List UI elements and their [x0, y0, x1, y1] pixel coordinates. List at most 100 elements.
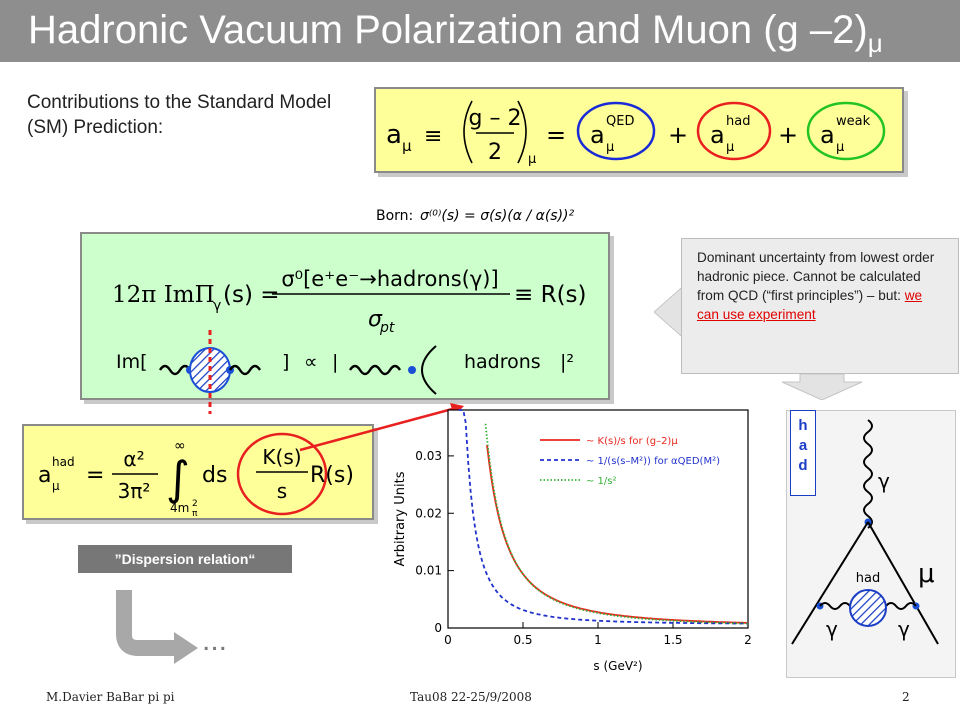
gamma-top: γ: [878, 469, 890, 493]
int-lower-sub: π: [192, 509, 198, 519]
disp-r: R(s): [310, 463, 354, 488]
photon-mid-line: [348, 364, 402, 376]
disp-frac-den: 3π²: [118, 479, 151, 503]
abs-bar: |: [332, 351, 338, 373]
had-vertical-label: h a d: [790, 410, 816, 496]
ellipsis: ...: [202, 624, 228, 657]
weak-a: a: [820, 121, 835, 149]
legend-label: ~ 1/s²: [586, 476, 617, 487]
qed-circle: [576, 101, 656, 161]
disp-lhs: a: [38, 463, 51, 488]
dispersion-relation-label: ”Dispersion relation“: [78, 545, 292, 573]
series-line: [458, 409, 748, 625]
sm-frac-den: 2: [488, 140, 502, 165]
chart-xlabel: s (GeV²): [593, 659, 642, 673]
optical-den-sub: pt: [379, 320, 395, 336]
slide-title: Hadronic Vacuum Polarization and Muon (g…: [28, 8, 883, 58]
x-tick-label: 0: [444, 633, 452, 647]
chart-lines: [458, 409, 749, 625]
down-arrow-icon: [781, 374, 863, 400]
born-expression: σ⁽⁰⁾(s) = σ(s)(α / α(s))²: [420, 208, 575, 224]
title-bar: Hadronic Vacuum Polarization and Muon (g…: [0, 0, 960, 62]
chart-ylabel: Arbitrary Units: [393, 471, 408, 566]
disp-frac-num: α²: [123, 447, 144, 471]
curved-arrow-icon: [116, 590, 198, 664]
integral-sign: ∫: [166, 451, 190, 505]
had-sub: μ: [726, 140, 734, 155]
optical-num: σ⁰[e⁺e⁻→hadrons(γ)]: [281, 267, 498, 291]
sm-equiv: ≡: [424, 124, 442, 149]
dispersion-equation: a had μ = α² 3π² ∫ ∞ 4m π 2 ds K(s) s R(…: [38, 432, 354, 519]
muon-right-line: [867, 521, 939, 645]
born-formula: Born: σ⁽⁰⁾(s) = σ(s)(α / α(s))²: [376, 208, 575, 224]
contributions-label: Contributions to the Standard Model (SM)…: [27, 92, 332, 138]
qed-a: a: [590, 121, 605, 149]
optical-theorem: 12π ImΠ γ (s) = σ⁰[e⁺e⁻→hadrons(γ)] σ pt…: [112, 267, 587, 395]
sm-equation-box: a μ ≡ g – 2 2 μ = a QED μ + a had μ + a …: [374, 87, 904, 173]
footer-event: Tau08 22-25/9/2008: [410, 690, 532, 704]
photon-top-line: [863, 419, 873, 529]
y-tick-label: 0.03: [415, 449, 442, 463]
propto-sign: ∝: [304, 351, 318, 373]
y-tick-label: 0: [434, 621, 442, 635]
plus-1: +: [668, 121, 688, 149]
dominant-uncertainty-text: Dominant uncertainty from lowest order h…: [697, 250, 935, 322]
photon-bottom-left: [819, 602, 851, 610]
kernel-chart: 0 0.5 1 1.5 2 0 0.01 0.02 0.03 ~ K(s)/s for (g–2…: [393, 409, 752, 673]
use-experiment-link: we can use experiment: [697, 288, 923, 322]
weak-sup: weak: [836, 114, 871, 129]
mu-label: μ: [918, 559, 935, 589]
sm-lhs-sub: μ: [402, 137, 412, 155]
had-circle: [696, 101, 772, 161]
disp-lhs-sub: μ: [52, 479, 60, 493]
sm-lhs: a: [386, 120, 402, 150]
sm-frac-sub: μ: [528, 152, 536, 167]
optical-lhs-arg: (s) =: [223, 282, 280, 308]
optical-rhs: ≡ R(s): [514, 282, 587, 308]
disp-lhs-sup: had: [52, 455, 75, 469]
y-tick-label: 0.01: [415, 564, 442, 578]
sm-equals: =: [546, 121, 566, 149]
int-lower-sup: 2: [192, 499, 198, 509]
photon-left-line: [158, 364, 192, 376]
had-blob-label: had: [856, 571, 880, 586]
gamma-right: γ: [898, 617, 910, 641]
im-label: Im[: [116, 351, 148, 373]
kernel-circle: [236, 432, 328, 516]
footer-page: 2: [902, 690, 910, 704]
legend-label: ~ K(s)/s for (g–2)μ: [586, 436, 678, 447]
x-tick-label: 1.5: [663, 633, 682, 647]
int-lower: 4m: [170, 501, 189, 515]
int-upper: ∞: [174, 438, 186, 454]
hadrons-label: hadrons: [464, 351, 541, 373]
vertex-mid: [408, 366, 416, 374]
photon-bottom-right: [885, 602, 917, 610]
disp-equals: =: [86, 463, 104, 488]
sm-frac-num: g – 2: [469, 106, 522, 131]
optical-lhs-sub: γ: [213, 298, 221, 314]
qed-sub: μ: [606, 140, 614, 155]
kernel-num: K(s): [262, 445, 301, 469]
had-a: a: [710, 121, 725, 149]
qed-sup: QED: [606, 114, 634, 129]
optical-lhs: 12π ImΠ: [112, 282, 215, 308]
had-sup: had: [726, 114, 750, 129]
had-blob: [849, 589, 887, 627]
plus-2: +: [778, 121, 798, 149]
y-tick-label: 0.02: [415, 506, 442, 520]
x-tick-label: 1: [594, 633, 602, 647]
cut-line: [208, 330, 212, 414]
kernel-den: s: [277, 479, 287, 503]
dispersion-equation-box: a had μ = α² 3π² ∫ ∞ 4m π 2 ds K(s) s R(…: [22, 424, 374, 520]
gamma-left: γ: [826, 617, 838, 641]
legend-label: ~ 1/(s(s–M²)) for αQED(M²): [586, 456, 720, 467]
chart-ticks: 0 0.5 1 1.5 2 0 0.01 0.02 0.03: [415, 449, 752, 647]
optical-theorem-box: 12π ImΠ γ (s) = σ⁰[e⁺e⁻→hadrons(γ)] σ pt…: [80, 232, 610, 400]
muon-left-line: [791, 521, 869, 645]
abs-square: |²: [560, 351, 574, 373]
optical-den: σ: [368, 307, 383, 332]
hadron-arc: [421, 345, 437, 395]
dominant-uncertainty-box: [681, 238, 959, 374]
left-arrow-icon: [654, 281, 688, 343]
x-tick-label: 2: [744, 633, 752, 647]
